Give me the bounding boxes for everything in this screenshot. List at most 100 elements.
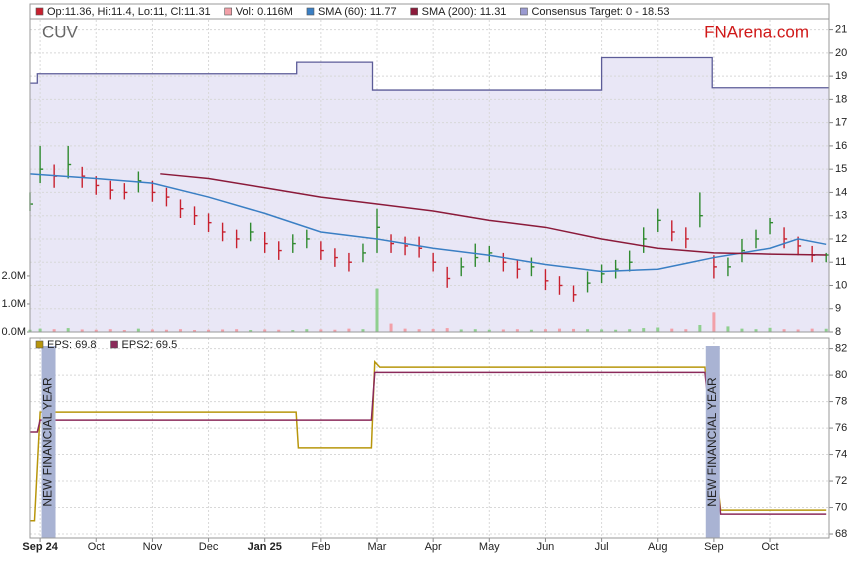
volume-bar bbox=[557, 328, 561, 332]
volume-bar bbox=[740, 328, 744, 332]
legend-swatch bbox=[224, 7, 232, 16]
panel-border bbox=[29, 337, 830, 539]
y-tick-label: 10 bbox=[835, 279, 847, 291]
y-tick-label: 72 bbox=[835, 475, 847, 487]
volume-bar bbox=[333, 329, 337, 332]
volume-bar bbox=[586, 329, 590, 332]
legend-label: EPS2: 69.5 bbox=[122, 339, 178, 351]
volume-bar bbox=[52, 329, 56, 332]
volume-tick-label: 2.0M bbox=[2, 270, 26, 282]
y-tick-label: 15 bbox=[835, 163, 847, 175]
volume-bar bbox=[164, 329, 168, 332]
y-tick-label: 9 bbox=[835, 303, 841, 315]
x-tick-label: Oct bbox=[761, 541, 778, 553]
x-tick-label: Nov bbox=[143, 541, 163, 553]
volume-bar bbox=[403, 328, 407, 332]
volume-bar bbox=[656, 327, 660, 332]
x-tick-label: Aug bbox=[648, 541, 668, 553]
volume-bar bbox=[94, 329, 98, 332]
volume-bar bbox=[193, 330, 197, 332]
y-tick-label: 21 bbox=[835, 23, 847, 35]
legend-swatch bbox=[35, 340, 44, 349]
y-tick-label: 14 bbox=[835, 186, 847, 198]
legend-label: Consensus Target: 0 - 18.53 bbox=[531, 6, 669, 18]
volume-bar bbox=[361, 329, 365, 332]
panel bbox=[30, 338, 829, 538]
x-tick-label: May bbox=[479, 541, 500, 553]
y-tick-label: 12 bbox=[835, 233, 847, 245]
legend-label: SMA (200): 11.31 bbox=[422, 6, 507, 18]
legend-swatch bbox=[35, 7, 44, 16]
legend-label: SMA (60): 11.77 bbox=[318, 6, 397, 18]
y-tick-label: 76 bbox=[835, 422, 847, 434]
legend-swatch bbox=[110, 340, 118, 349]
volume-bar bbox=[305, 329, 309, 332]
y-tick-label: 78 bbox=[835, 395, 847, 407]
volume-bar bbox=[754, 329, 758, 332]
legend-swatch bbox=[410, 7, 418, 16]
x-tick-label: Apr bbox=[425, 541, 442, 553]
x-tick-label: Sep 24 bbox=[22, 541, 58, 553]
target-area bbox=[30, 57, 829, 333]
volume-bar bbox=[136, 328, 140, 332]
volume-bar bbox=[796, 329, 800, 332]
x-tick-label: Dec bbox=[199, 541, 219, 553]
y-tick-label: 74 bbox=[835, 448, 847, 460]
volume-bar bbox=[277, 329, 281, 332]
y-tick-label: 68 bbox=[835, 528, 847, 540]
volume-bar bbox=[207, 329, 211, 332]
volume-bar bbox=[431, 328, 435, 332]
volume-bar bbox=[389, 323, 393, 332]
volume-bar bbox=[501, 329, 505, 332]
legend-swatch bbox=[306, 7, 315, 16]
x-tick-label: Oct bbox=[88, 541, 105, 553]
volume-bar bbox=[249, 330, 253, 332]
legend-swatch bbox=[520, 7, 528, 16]
volume-bar bbox=[66, 328, 70, 332]
volume-bar bbox=[628, 329, 632, 332]
volume-bar bbox=[614, 329, 618, 332]
volume-bar bbox=[347, 328, 351, 332]
volume-bar bbox=[150, 329, 154, 332]
y-tick-label: 8 bbox=[835, 326, 841, 338]
sma-line bbox=[160, 173, 827, 256]
volume-bar bbox=[642, 328, 646, 332]
volume-tick-label: 1.0M bbox=[2, 298, 26, 310]
volume-bar bbox=[291, 330, 295, 332]
x-tick-label: Jan 25 bbox=[248, 541, 282, 553]
volume-bar bbox=[529, 329, 533, 332]
x-tick-label: Mar bbox=[368, 541, 387, 553]
annotation-band bbox=[41, 346, 56, 538]
volume-bar bbox=[178, 329, 182, 332]
brand: FNArena.com bbox=[704, 22, 809, 41]
volume-bar bbox=[782, 329, 786, 332]
volume-bar bbox=[768, 327, 772, 332]
target-line bbox=[30, 56, 829, 91]
volume-bar bbox=[80, 329, 84, 332]
volume-bar bbox=[824, 328, 828, 332]
legend-label: EPS: 69.8 bbox=[47, 339, 97, 351]
volume-bar bbox=[810, 328, 814, 332]
y-tick-label: 82 bbox=[835, 343, 847, 355]
volume-bar bbox=[698, 324, 702, 332]
y-tick-label: 18 bbox=[835, 93, 847, 105]
x-tick-label: Jul bbox=[595, 541, 609, 553]
volume-bar bbox=[712, 312, 716, 332]
y-tick-label: 20 bbox=[835, 47, 847, 59]
volume-bar bbox=[600, 329, 604, 332]
y-tick-label: 80 bbox=[835, 369, 847, 381]
y-tick-label: 16 bbox=[835, 140, 847, 152]
volume-bar bbox=[221, 329, 225, 332]
volume-bar bbox=[235, 329, 239, 332]
y-tick-label: 13 bbox=[835, 210, 847, 222]
volume-bar bbox=[319, 329, 323, 332]
legend-label: Vol: 0.116M bbox=[236, 6, 293, 18]
volume-bar bbox=[487, 329, 491, 332]
volume-bar bbox=[670, 328, 674, 332]
volume-bar bbox=[263, 329, 267, 332]
annotation-band bbox=[705, 346, 720, 538]
volume-bar bbox=[473, 329, 477, 332]
x-tick-label: Feb bbox=[311, 541, 330, 553]
y-tick-label: 11 bbox=[835, 256, 846, 268]
